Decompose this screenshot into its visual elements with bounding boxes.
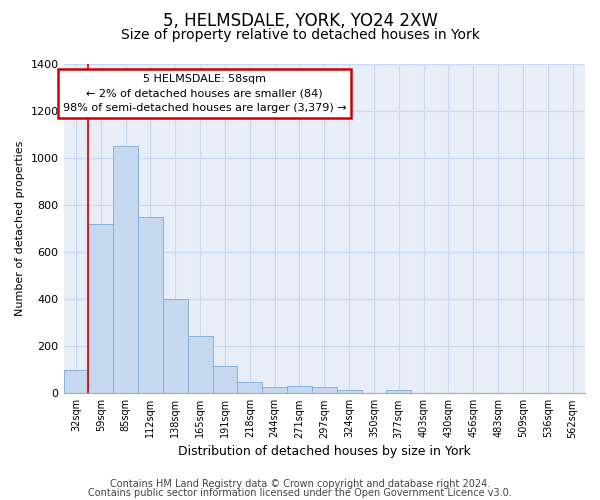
Y-axis label: Number of detached properties: Number of detached properties [15,141,25,316]
Bar [113,146,138,394]
Bar [238,382,262,394]
Bar [386,390,411,394]
Bar [287,386,312,394]
Bar [64,370,88,394]
Bar [312,388,337,394]
Bar [188,336,212,394]
Text: 5, HELMSDALE, YORK, YO24 2XW: 5, HELMSDALE, YORK, YO24 2XW [163,12,437,30]
X-axis label: Distribution of detached houses by size in York: Distribution of detached houses by size … [178,444,471,458]
Text: 5 HELMSDALE: 58sqm
← 2% of detached houses are smaller (84)
98% of semi-detached: 5 HELMSDALE: 58sqm ← 2% of detached hous… [62,74,346,114]
Text: Size of property relative to detached houses in York: Size of property relative to detached ho… [121,28,479,42]
Bar [138,217,163,394]
Text: Contains public sector information licensed under the Open Government Licence v3: Contains public sector information licen… [88,488,512,498]
Bar [88,224,113,394]
Text: Contains HM Land Registry data © Crown copyright and database right 2024.: Contains HM Land Registry data © Crown c… [110,479,490,489]
Bar [337,390,362,394]
Bar [262,388,287,394]
Bar [163,299,188,394]
Bar [212,366,238,394]
